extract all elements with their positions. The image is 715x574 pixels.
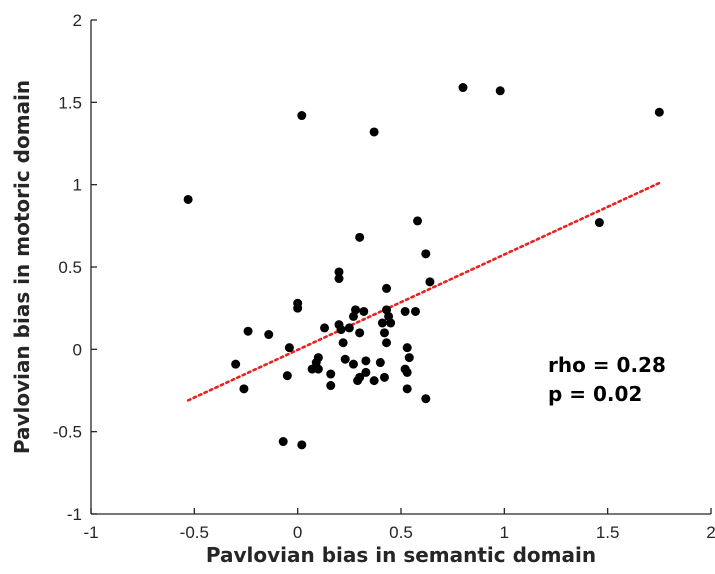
data-point	[404, 353, 414, 363]
data-point	[402, 367, 412, 377]
stat-p-value: p = 0.02	[548, 382, 642, 406]
data-point	[338, 338, 348, 348]
data-point	[361, 367, 371, 377]
data-point	[326, 369, 336, 379]
y-tick-label: 1.5	[58, 93, 82, 112]
data-point	[264, 330, 274, 340]
data-point	[334, 274, 344, 284]
data-point	[377, 318, 387, 328]
data-point	[293, 303, 303, 313]
y-tick-label: 0.5	[58, 258, 82, 277]
y-tick-label: 2	[73, 11, 82, 30]
data-point	[297, 440, 307, 450]
data-point	[421, 394, 431, 404]
data-point	[355, 232, 365, 242]
data-point	[458, 83, 468, 93]
x-tick-label: -1	[83, 523, 98, 542]
data-point	[402, 343, 412, 353]
data-point	[183, 194, 193, 204]
data-point	[379, 328, 389, 338]
data-point	[243, 326, 253, 336]
data-point	[421, 249, 431, 259]
y-tick-label: -1	[67, 505, 82, 524]
data-point	[425, 277, 435, 287]
data-point	[375, 358, 385, 368]
data-point	[379, 372, 389, 382]
data-point	[284, 343, 294, 353]
data-point	[336, 325, 346, 335]
data-point	[361, 356, 371, 366]
data-point	[359, 306, 369, 316]
data-point	[410, 306, 420, 316]
x-tick-label: 1.5	[596, 523, 620, 542]
data-point	[297, 111, 307, 121]
data-point	[382, 283, 392, 293]
x-tick-label: 1	[500, 523, 509, 542]
data-point	[320, 323, 330, 333]
stat-rho: rho = 0.28	[548, 353, 666, 377]
data-point	[386, 318, 396, 328]
x-tick-label: -0.5	[180, 523, 209, 542]
data-point	[654, 107, 664, 117]
y-tick-label: 0	[73, 340, 82, 359]
data-point	[369, 127, 379, 137]
data-point	[594, 218, 604, 228]
data-point	[340, 354, 350, 364]
y-tick-label: 1	[73, 176, 82, 195]
data-point	[348, 359, 358, 369]
x-tick-label: 2	[706, 523, 715, 542]
data-point	[413, 216, 423, 226]
data-point	[353, 376, 363, 386]
x-axis-title: Pavlovian bias in semantic domain	[206, 543, 596, 567]
data-point	[313, 364, 323, 374]
data-point	[382, 338, 392, 348]
data-point	[344, 323, 354, 333]
data-point	[402, 384, 412, 394]
x-tick-label: 0.5	[389, 523, 413, 542]
x-tick-label: 0	[293, 523, 302, 542]
data-point	[278, 437, 288, 447]
data-point	[400, 306, 410, 316]
data-point	[355, 328, 365, 338]
data-point	[334, 267, 344, 277]
data-point	[282, 371, 292, 381]
data-point	[348, 311, 358, 321]
data-point	[239, 384, 249, 394]
data-point	[307, 364, 317, 374]
data-point	[495, 86, 505, 96]
data-point	[369, 376, 379, 386]
y-axis-title: Pavlovian bias in motoric domain	[10, 80, 34, 454]
regression-line	[186, 181, 661, 402]
y-tick-label: -0.5	[53, 423, 82, 442]
data-point	[326, 381, 336, 391]
data-point	[231, 359, 241, 369]
